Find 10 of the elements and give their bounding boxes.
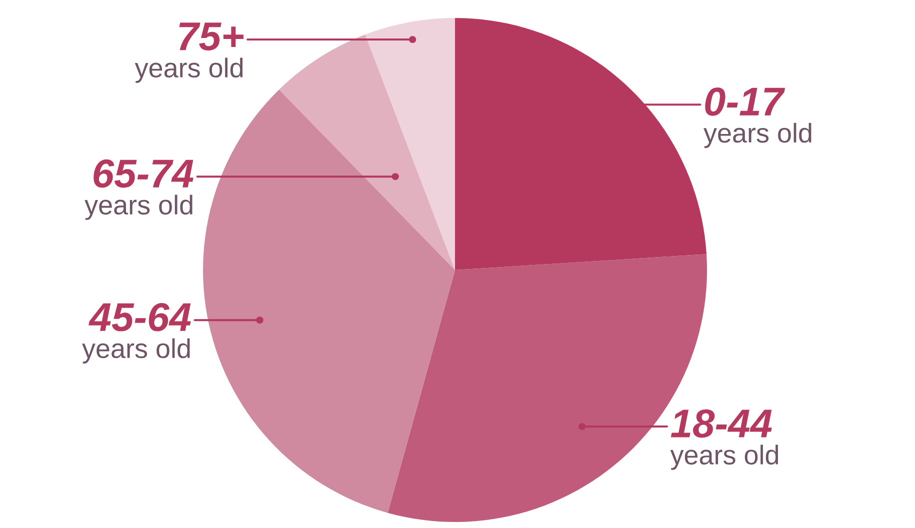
text: years old [670,444,778,470]
text: years old [704,122,812,148]
slice-label: 75+ [179,22,244,50]
slice-label: 65-74 [94,159,194,188]
slice-label: 45-64 [88,302,191,332]
legend-label: 0-17 [705,88,786,116]
text: years old [84,194,192,220]
slice-label: 18-44 [670,409,772,438]
text: years old [82,338,190,364]
text: years old [134,58,243,83]
